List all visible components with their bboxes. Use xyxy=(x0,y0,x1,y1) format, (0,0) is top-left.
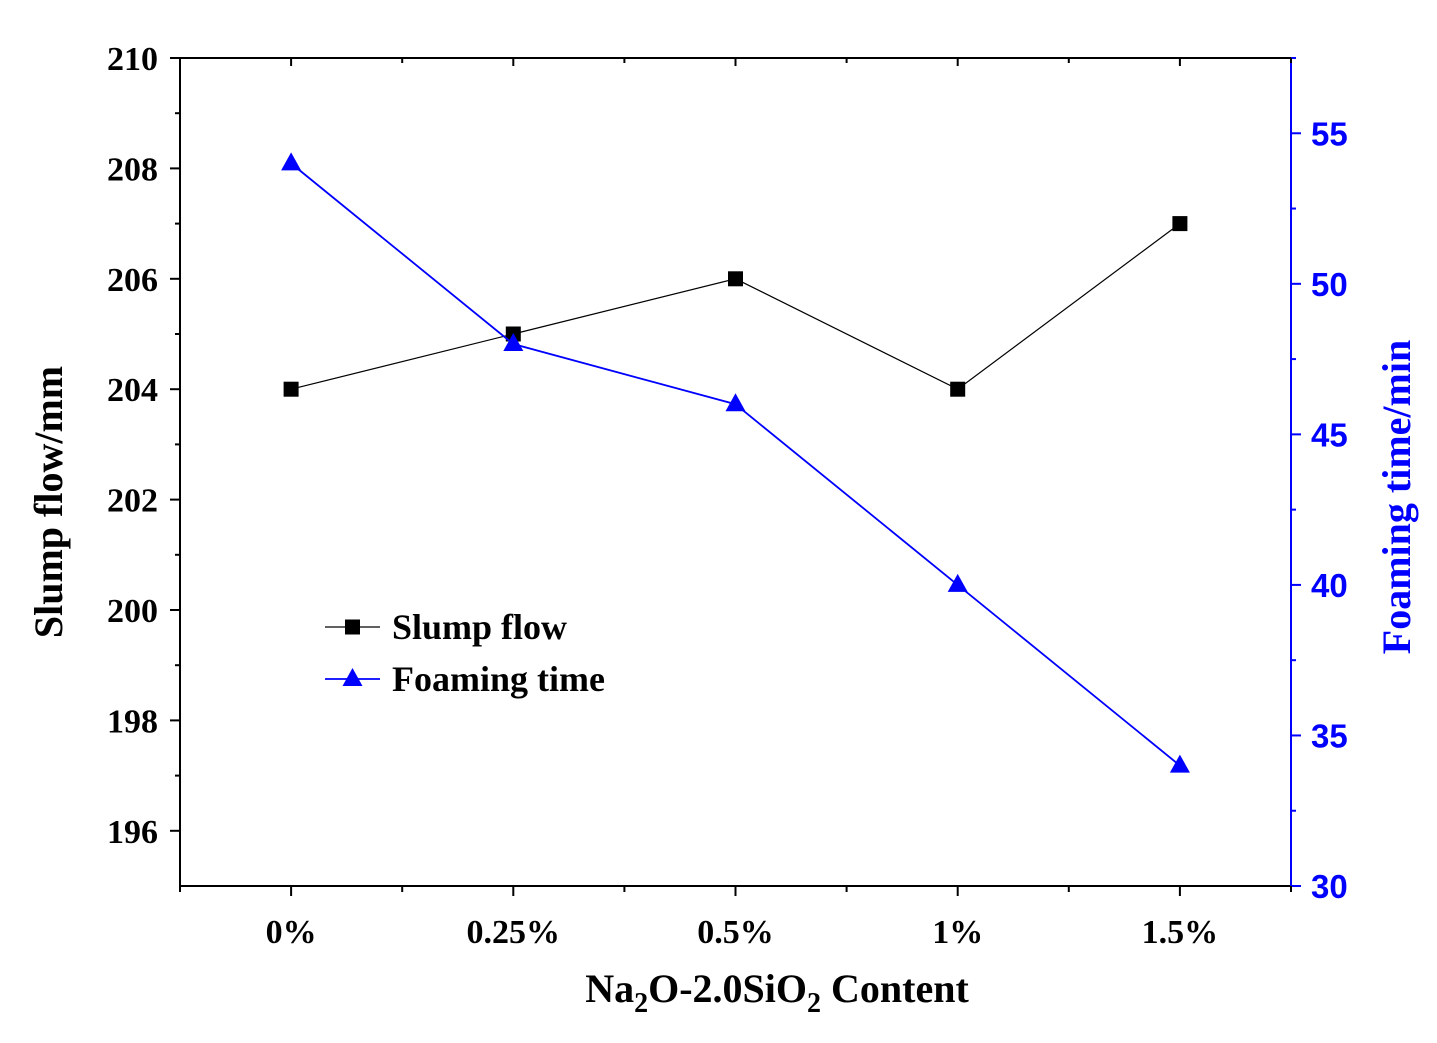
data-point-square xyxy=(950,381,966,397)
left-axis: 196 198 200 202 204 206 208 210 xyxy=(107,41,180,851)
data-point-square xyxy=(283,381,299,397)
x-axis-title-part: O-2.0SiO xyxy=(648,966,807,1011)
left-tick-label: 206 xyxy=(107,262,158,299)
right-tick-label: 55 xyxy=(1311,115,1348,152)
left-tick-label: 208 xyxy=(107,151,158,188)
axis-titles: Slump flow/mm Foaming time/minNa2O-2.0SiO… xyxy=(26,340,1419,1019)
legend-label: Slump flow xyxy=(392,607,567,647)
x-tick-label: 0% xyxy=(266,914,317,951)
series-line-1 xyxy=(290,223,1181,390)
left-tick-label: 202 xyxy=(107,483,158,520)
x-axis-title-subscript: 2 xyxy=(807,988,821,1019)
data-point-triangle xyxy=(1169,754,1190,773)
x-tick-label: 0.5% xyxy=(697,914,774,951)
x-axis-title-part: Content xyxy=(821,966,969,1011)
right-tick-label: 35 xyxy=(1311,717,1348,754)
data-point-triangle xyxy=(503,333,524,352)
left-axis-title: Slump flow/mm xyxy=(26,366,71,638)
x-tick-label: 1.5% xyxy=(1142,914,1219,951)
right-tick-label: 30 xyxy=(1311,868,1348,905)
x-tick-label: 0.25% xyxy=(467,914,561,951)
left-tick-label: 200 xyxy=(107,593,158,630)
left-tick-label: 210 xyxy=(107,41,158,78)
data-point-triangle xyxy=(281,152,302,171)
x-axis-title-part: Na xyxy=(585,966,634,1011)
legend-marker-triangle xyxy=(342,668,363,686)
data-point-triangle xyxy=(947,573,968,592)
data-point-triangle xyxy=(725,393,746,412)
data-point-square xyxy=(1172,216,1188,232)
x-axis-title: Na2O-2.0SiO2 Content xyxy=(585,966,969,1019)
legend-marker-square xyxy=(345,619,360,635)
right-tick-label: 45 xyxy=(1311,416,1348,453)
right-tick-label: 50 xyxy=(1311,266,1348,303)
plot-frame xyxy=(179,57,1292,887)
data-point-square xyxy=(728,271,743,287)
x-axis-title-subscript: 2 xyxy=(634,988,648,1019)
right-axis-title: Foaming time/min xyxy=(1374,340,1419,654)
left-tick-label: 198 xyxy=(107,703,158,740)
right-tick-label: 40 xyxy=(1311,567,1348,604)
series-layer xyxy=(281,152,1190,773)
right-axis: 30 35 40 45 50 55 xyxy=(1291,57,1348,905)
legend: Slump flow Foaming time xyxy=(325,607,605,699)
left-tick-label: 196 xyxy=(107,814,158,851)
x-tick-label: 1% xyxy=(932,914,983,951)
legend-label: Foaming time xyxy=(392,659,605,699)
left-tick-label: 204 xyxy=(107,372,158,409)
x-axis: 0% 0.25% 0.5% 1% 1.5% xyxy=(179,58,1292,951)
